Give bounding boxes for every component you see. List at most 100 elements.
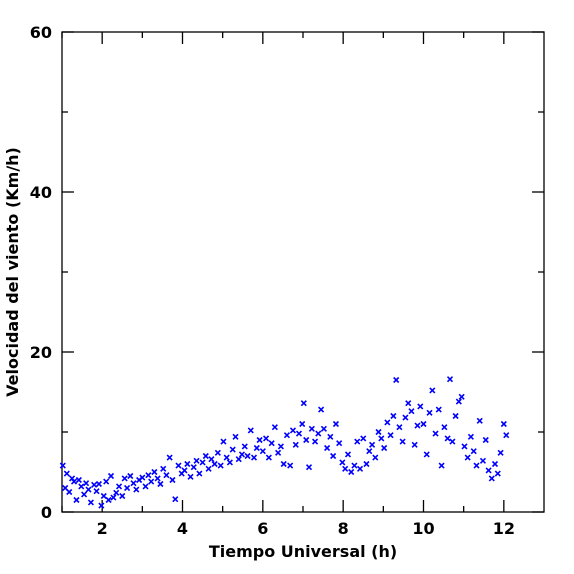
point: [305, 464, 313, 471]
point: [332, 420, 340, 428]
point: [256, 436, 263, 444]
point: [184, 460, 191, 468]
point: [299, 420, 306, 428]
point: [327, 433, 334, 440]
point: [226, 459, 233, 466]
point: [467, 433, 474, 440]
point: [268, 440, 275, 447]
point: [449, 438, 456, 445]
point: [300, 400, 307, 407]
point: [87, 499, 94, 506]
point: [303, 436, 310, 444]
point: [241, 443, 248, 450]
x-tick-label: 6: [257, 519, 268, 538]
point: [375, 428, 382, 436]
point: [408, 408, 415, 415]
point: [275, 449, 282, 456]
point: [244, 452, 251, 460]
point: [381, 444, 388, 452]
y-tick-label: 60: [30, 23, 52, 42]
point: [81, 491, 88, 498]
x-tick-label: 8: [338, 519, 349, 538]
point: [83, 480, 90, 487]
y-tick-label: 20: [30, 343, 52, 362]
point: [393, 376, 400, 384]
point: [214, 449, 221, 456]
point: [73, 496, 80, 504]
point: [384, 419, 391, 426]
point: [348, 468, 355, 476]
point: [208, 456, 215, 463]
point: [351, 462, 358, 469]
point: [253, 444, 260, 452]
point: [503, 432, 510, 439]
point: [461, 443, 468, 450]
point: [444, 435, 451, 442]
point: [429, 387, 436, 394]
x-tick-label: 2: [97, 519, 108, 538]
point: [133, 486, 140, 493]
point: [494, 470, 501, 477]
point: [196, 470, 203, 477]
x-tick-label: 10: [412, 519, 434, 538]
point: [169, 476, 176, 484]
point: [402, 414, 409, 421]
point: [292, 441, 299, 448]
point: [100, 492, 107, 500]
point: [139, 474, 146, 481]
point: [339, 459, 346, 466]
point: [420, 420, 427, 428]
point: [223, 454, 230, 461]
point: [441, 424, 448, 431]
point: [280, 460, 287, 468]
point: [342, 465, 349, 472]
point: [363, 460, 370, 468]
point: [187, 473, 194, 480]
x-tick-label: 12: [493, 519, 515, 538]
point: [151, 468, 158, 476]
y-tick-label: 0: [41, 503, 52, 522]
point: [148, 478, 155, 485]
point: [399, 438, 406, 445]
point: [366, 448, 373, 455]
point: [390, 412, 397, 420]
point: [405, 400, 412, 407]
point: [320, 425, 327, 432]
point: [438, 462, 445, 469]
point: [369, 441, 376, 448]
point: [59, 462, 66, 469]
point: [324, 444, 331, 452]
point: [458, 393, 465, 400]
point: [446, 376, 454, 383]
point: [372, 454, 379, 461]
point: [491, 460, 499, 468]
point: [93, 488, 100, 495]
point: [308, 425, 315, 432]
point: [70, 478, 78, 485]
point: [119, 492, 126, 500]
point: [235, 456, 242, 463]
point: [68, 475, 76, 482]
point: [98, 502, 105, 509]
point: [217, 462, 224, 469]
point: [396, 424, 403, 431]
point: [277, 443, 284, 450]
point: [479, 457, 487, 464]
point: [271, 424, 278, 431]
point: [163, 472, 170, 479]
point: [154, 475, 161, 482]
point: [287, 462, 294, 469]
point: [238, 451, 246, 458]
point: [426, 409, 433, 416]
point: [360, 435, 367, 442]
point: [127, 472, 134, 480]
point: [417, 403, 424, 410]
point: [66, 488, 73, 496]
point: [175, 462, 182, 469]
point: [105, 496, 112, 504]
point: [247, 427, 254, 434]
point: [107, 472, 115, 480]
point: [91, 481, 98, 488]
point: [166, 454, 173, 461]
point: [110, 494, 117, 501]
